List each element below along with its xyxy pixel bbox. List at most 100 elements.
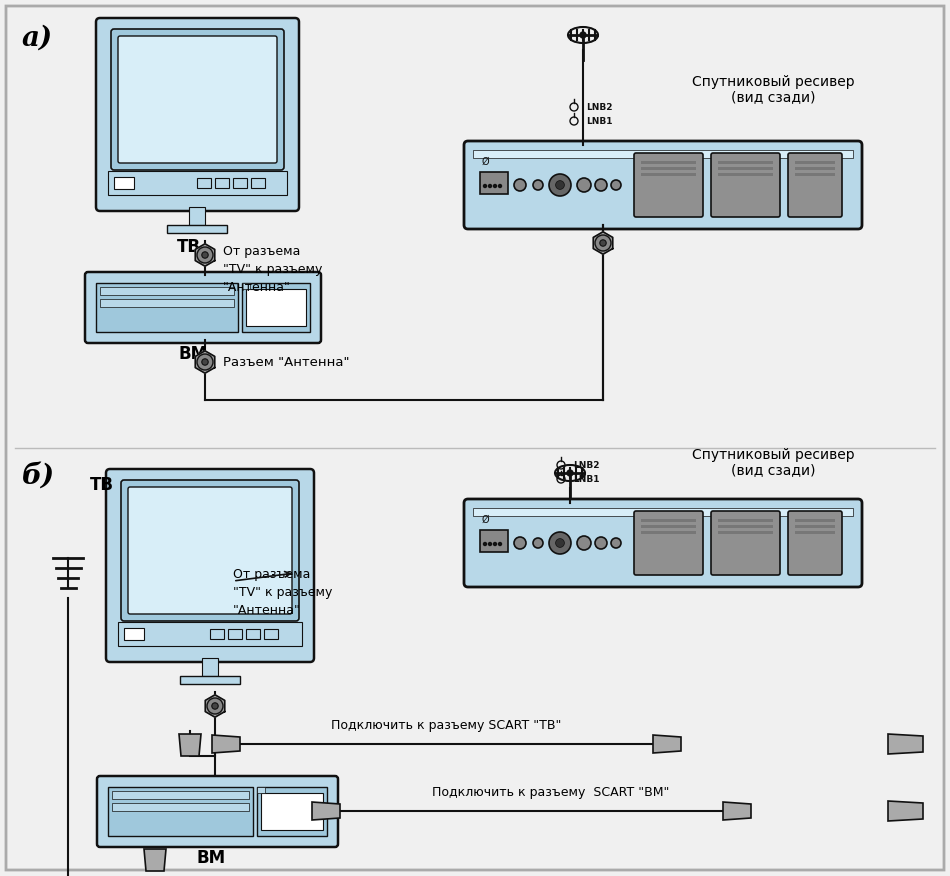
Bar [233,178,247,188]
Polygon shape [312,802,340,820]
Circle shape [595,235,611,251]
Bar [795,161,835,164]
Circle shape [577,536,591,550]
Text: LNB2: LNB2 [586,102,613,111]
Bar [215,178,229,188]
Polygon shape [144,849,166,871]
Text: Разъем "Антенна": Разъем "Антенна" [223,356,350,369]
Text: Ø: Ø [482,515,489,525]
Polygon shape [888,801,923,821]
Circle shape [599,240,606,246]
Circle shape [533,538,543,548]
Circle shape [488,185,491,187]
Text: а): а) [22,25,53,52]
Bar [641,167,696,170]
Bar [180,676,240,684]
Text: ВМ: ВМ [178,345,207,363]
Bar [718,161,773,164]
FancyBboxPatch shape [111,29,284,170]
Bar [246,629,260,639]
FancyBboxPatch shape [85,272,321,343]
Bar [795,519,835,522]
Bar [100,287,234,295]
Bar [202,658,218,676]
Circle shape [493,542,497,546]
Text: LNB2: LNB2 [573,461,599,470]
Bar [795,167,835,170]
Circle shape [595,179,607,191]
Circle shape [201,251,208,258]
Circle shape [197,247,213,263]
Circle shape [499,542,502,546]
Text: (вид сзади): (вид сзади) [731,463,815,477]
Circle shape [577,178,591,192]
Circle shape [556,180,564,189]
Circle shape [488,542,491,546]
FancyBboxPatch shape [788,153,842,217]
Text: ВМ: ВМ [197,849,226,867]
Circle shape [514,537,526,549]
Bar [108,171,287,195]
FancyBboxPatch shape [711,153,780,217]
Bar [718,531,773,534]
Text: LNB1: LNB1 [586,117,613,125]
Bar [257,787,327,836]
Bar [114,177,134,189]
Polygon shape [723,802,751,820]
Bar [641,531,696,534]
Bar [124,628,144,640]
Bar [228,629,242,639]
Circle shape [595,537,607,549]
Text: (вид сзади): (вид сзади) [731,90,815,104]
Text: Подключить к разъему  SCART "ВМ": Подключить к разъему SCART "ВМ" [432,786,670,799]
Polygon shape [205,695,225,717]
Bar [795,531,835,534]
Bar [197,178,211,188]
Bar [118,622,302,646]
Bar [210,629,224,639]
Bar [264,629,278,639]
Bar [112,791,249,799]
Bar [480,530,508,552]
Bar [473,508,853,516]
Circle shape [611,538,621,548]
FancyBboxPatch shape [128,487,292,614]
Text: ТВ: ТВ [177,238,201,256]
Text: Ø: Ø [482,157,489,167]
Circle shape [514,179,526,191]
Polygon shape [653,735,681,753]
Bar [480,172,508,194]
Bar [108,787,253,836]
Bar [167,225,227,233]
FancyBboxPatch shape [106,469,314,662]
Polygon shape [212,735,240,753]
Bar [641,161,696,164]
Bar [242,283,250,289]
FancyBboxPatch shape [634,511,703,575]
Bar [189,207,205,225]
FancyBboxPatch shape [96,18,299,211]
Bar [246,289,306,326]
FancyBboxPatch shape [121,480,299,621]
Text: б): б) [22,463,55,490]
Text: Спутниковый ресивер: Спутниковый ресивер [692,448,854,462]
Bar [473,150,853,158]
Circle shape [533,180,543,190]
Bar [257,787,265,793]
Circle shape [556,539,564,548]
Bar [100,299,234,307]
Circle shape [549,532,571,554]
Polygon shape [594,232,613,254]
Bar [718,173,773,176]
Circle shape [580,32,586,38]
Polygon shape [179,734,201,756]
FancyBboxPatch shape [118,36,277,163]
Bar [795,173,835,176]
FancyBboxPatch shape [788,511,842,575]
Text: От разъема
"TV" к разъему
"Антенна": От разъема "TV" к разъему "Антенна" [233,568,332,617]
Polygon shape [888,734,923,754]
Circle shape [201,359,208,365]
Bar [641,173,696,176]
Circle shape [499,185,502,187]
Bar [242,283,310,332]
